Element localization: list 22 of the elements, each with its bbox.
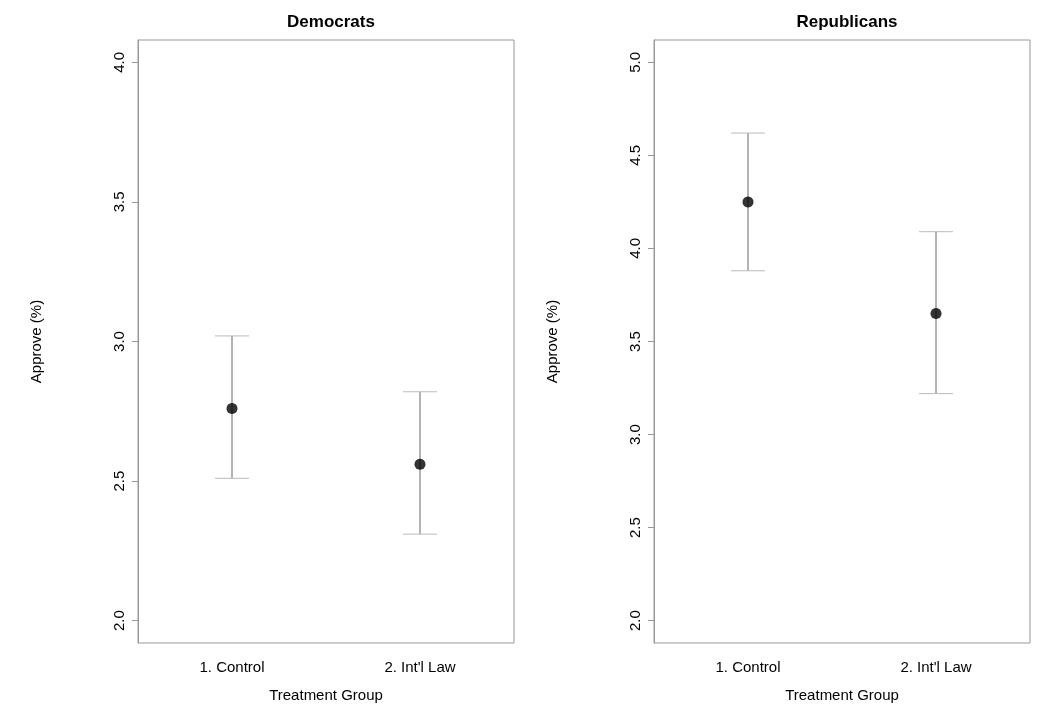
- chart-title: Democrats: [287, 12, 375, 31]
- y-axis-title: Approve (%): [543, 299, 560, 384]
- y-tick-label: 4.0: [626, 238, 643, 259]
- y-tick-label: 3.5: [626, 331, 643, 352]
- y-tick-label: 2.0: [626, 610, 643, 632]
- x-tick-label: 2. Int'l Law: [384, 658, 456, 675]
- y-tick-label: 5.0: [626, 51, 643, 73]
- y-tick-label: 3.0: [626, 424, 643, 445]
- y-tick-label: 4.0: [110, 51, 127, 73]
- x-tick-label: 1. Control: [715, 658, 781, 675]
- y-tick-label: 2.0: [110, 610, 127, 632]
- x-axis-title: Treatment Group: [269, 686, 383, 703]
- y-tick-label: 2.5: [626, 517, 643, 539]
- x-tick-label: 2. Int'l Law: [900, 658, 972, 675]
- y-axis-title: Approve (%): [27, 299, 44, 384]
- chart-title: Republicans: [796, 12, 898, 31]
- y-tick-label: 3.5: [110, 191, 127, 213]
- y-tick-label: 4.5: [626, 144, 643, 166]
- x-axis-title: Treatment Group: [785, 686, 899, 703]
- y-tick-label: 2.5: [110, 470, 127, 492]
- x-tick-label: 1. Control: [199, 658, 265, 675]
- y-tick-label: 3.0: [110, 331, 127, 352]
